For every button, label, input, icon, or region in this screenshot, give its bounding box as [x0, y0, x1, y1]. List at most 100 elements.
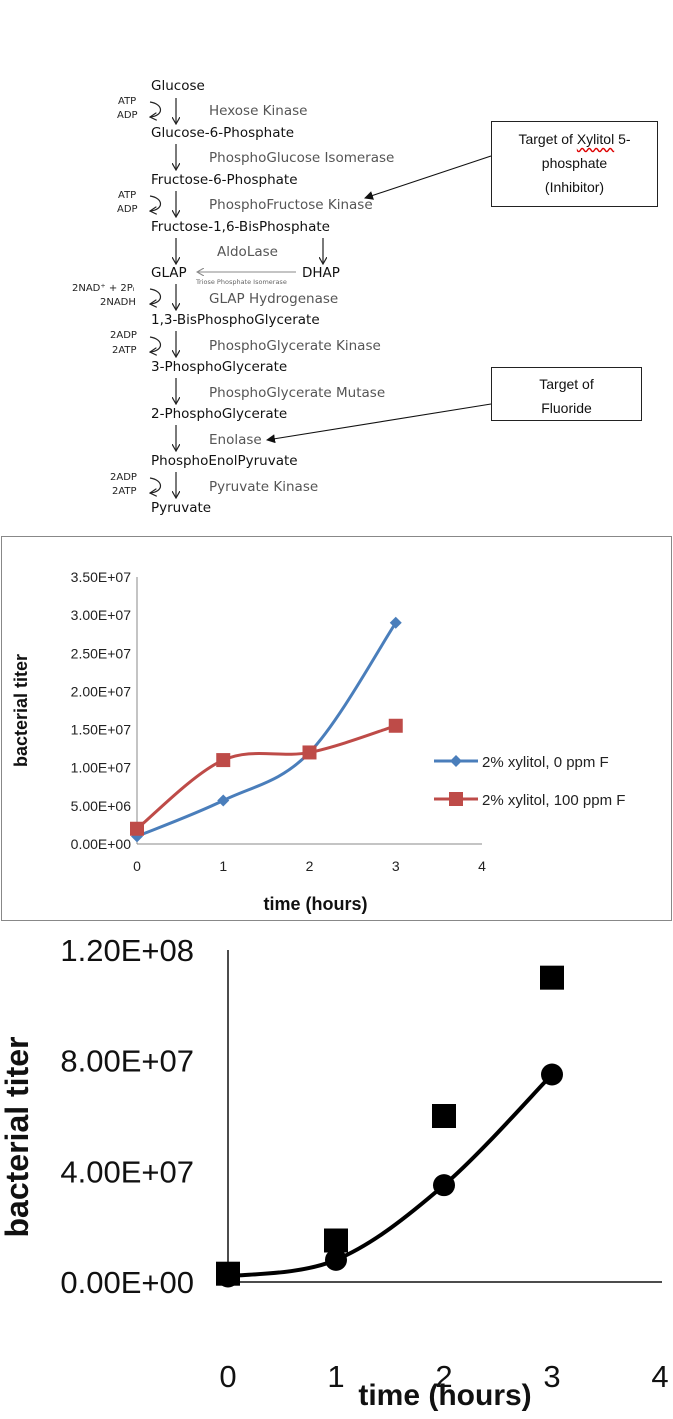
cofactor-arrow	[150, 101, 162, 117]
cofactor-arrow	[150, 336, 162, 352]
legend-label: 2% xylitol, 0 ppm F	[482, 754, 609, 771]
pathway-arrows	[0, 98, 492, 530]
xylitol-callout-line1: Target of Xylitol 5-	[492, 127, 657, 151]
cofactor-label: 2ADP	[110, 330, 137, 341]
cofactor-label: ATP	[118, 190, 137, 201]
xylitol-callout-line3: (Inhibitor)	[544, 179, 605, 195]
fluoride-target-callout: Target of Fluoride	[491, 367, 642, 421]
fluoride-callout-line1: Target of	[539, 376, 594, 392]
metabolite-fructose-6-phosphate: Fructose-6-Phosphate	[151, 172, 298, 188]
x-tick-label: 1	[219, 858, 227, 874]
metabolite-glucose: Glucose	[151, 78, 205, 94]
glycolysis-pathway-diagram: Glucose Glucose-6-Phosphate Fructose-6-P…	[0, 0, 673, 530]
cofactor-label: 2ATP	[112, 486, 137, 497]
data-point-diamond	[389, 616, 402, 629]
x-tick-label: 2	[306, 858, 314, 874]
y-tick-label: 1.20E+08	[60, 933, 194, 968]
metabolite-3-phosphoglycerate: 3-PhosphoGlycerate	[151, 359, 288, 375]
cofactor-label: ATP	[118, 96, 137, 107]
enzyme-enolase: Enolase	[209, 432, 262, 448]
enzyme-phosphoglycerate-kinase: PhosphoGlycerate Kinase	[209, 338, 381, 354]
enzyme-aldolase: AldoLase	[217, 244, 278, 260]
cofactor-arrow	[150, 195, 162, 211]
series-line	[136, 724, 397, 830]
x-tick-label: 3	[392, 858, 400, 874]
data-point-circle	[541, 1063, 563, 1086]
fit-curve	[227, 1073, 554, 1279]
y-tick-label: 1.50E+07	[71, 722, 132, 738]
y-tick-label: 2.00E+07	[71, 683, 132, 699]
enzyme-phosphoglucose-isomerase: PhosphoGlucose Isomerase	[209, 150, 395, 166]
fluoride-pointer	[266, 403, 492, 444]
y-axis-title: bacterial titer	[11, 654, 31, 767]
metabolite-phosphoenolpyruvate: PhosphoEnolPyruvate	[151, 453, 298, 469]
metabolite-dhap: DHAP	[302, 265, 340, 281]
y-tick-label: 8.00E+07	[60, 1044, 194, 1079]
data-point-square	[216, 753, 231, 768]
legend-label: 2% xylitol, 100 ppm F	[482, 792, 625, 809]
xylitol-pointer	[364, 155, 492, 200]
chart1-svg: 0.00E+00 5.00E+06 1.00E+07 1.50E+07 2.00E+07…	[11, 569, 625, 914]
cofactor-label: 2NAD⁺ + 2Pᵢ	[72, 283, 135, 294]
y-tick-label: 3.00E+07	[71, 607, 132, 623]
data-point-square	[324, 1228, 348, 1253]
cofactor-arrow	[150, 477, 162, 493]
data-point-circle	[325, 1248, 347, 1271]
x-axis-title: time (hours)	[358, 1379, 531, 1412]
cofactor-label: 2ATP	[112, 345, 137, 356]
x-tick-label: 3	[543, 1359, 560, 1394]
y-tick-label: 0.00E+00	[71, 836, 132, 852]
data-point-diamond	[217, 794, 230, 807]
cofactor-label: ADP	[117, 204, 138, 215]
metabolite-pyruvate: Pyruvate	[151, 500, 212, 516]
y-tick-label: 2.50E+07	[71, 645, 132, 661]
x-tick-label: 1	[327, 1359, 344, 1394]
chart-bacterial-titer-xylitol-fluoride: 0.00E+00 5.00E+06 1.00E+07 1.50E+07 2.00E+07…	[1, 536, 672, 921]
y-tick-label: 0.00E+00	[60, 1265, 194, 1300]
metabolite-glucose-6-phosphate: Glucose-6-Phosphate	[151, 125, 295, 141]
cofactor-label: 2NADH	[100, 297, 136, 308]
enzyme-glap-hydrogenase: GLAP Hydrogenase	[209, 291, 339, 307]
y-tick-label: 4.00E+07	[60, 1154, 194, 1189]
callout-text: Xylitol	[576, 131, 615, 147]
enzyme-phosphoglycerate-mutase: PhosphoGlycerate Mutase	[209, 385, 386, 401]
enzyme-hexose-kinase: Hexose Kinase	[209, 103, 308, 119]
x-tick-label: 4	[651, 1359, 668, 1394]
chart-bacterial-titer-scatter: 0.00E+00 4.00E+07 8.00E+07 1.20E+08 0 1 2 3 4 tim…	[0, 925, 673, 1414]
data-point-square	[302, 745, 317, 760]
data-point-square	[432, 1104, 456, 1128]
y-tick-label: 1.00E+07	[71, 760, 132, 776]
x-tick-label: 4	[478, 858, 486, 874]
y-axis-title: bacterial titer	[0, 1037, 35, 1238]
callout-text: 5-	[614, 131, 631, 147]
cofactor-label: ADP	[117, 110, 138, 121]
enzyme-pyruvate-kinase: Pyruvate Kinase	[209, 479, 319, 495]
cofactor-label: 2ADP	[110, 472, 137, 483]
x-tick-label: 0	[219, 1359, 236, 1394]
series-line	[136, 621, 397, 838]
legend-marker-square	[449, 792, 463, 806]
enzyme-phosphofructose-kinase: PhosphoFructose Kinase	[209, 197, 373, 213]
metabolite-glap: GLAP	[151, 265, 187, 281]
cofactor-arrow	[150, 288, 162, 304]
x-tick-label: 0	[133, 858, 141, 874]
metabolite-2-phosphoglycerate: 2-PhosphoGlycerate	[151, 406, 288, 422]
metabolite-fructose-bisphosphate: Fructose-1,6-BisPhosphate	[151, 219, 330, 235]
xylitol-target-callout: Target of Xylitol 5- phosphate (Inhibito…	[491, 121, 658, 207]
data-point-square	[130, 821, 144, 836]
y-tick-label: 5.00E+06	[71, 798, 132, 814]
fluoride-callout-line2: Fluoride	[541, 400, 592, 416]
y-tick-label: 3.50E+07	[71, 569, 132, 585]
data-point-square	[388, 718, 403, 733]
x-axis-title: time (hours)	[263, 894, 367, 914]
callout-text: Target of	[518, 131, 577, 147]
enzyme-triose-phosphate-isomerase: Triose Phosphate Isomerase	[196, 278, 287, 286]
metabolite-1-3-bisphosphoglycerate: 1,3-BisPhosphoGlycerate	[151, 312, 320, 328]
x-tick-label: 2	[435, 1359, 452, 1394]
xylitol-callout-line2: phosphate	[541, 155, 608, 171]
chart2-svg: 0.00E+00 4.00E+07 8.00E+07 1.20E+08 0 1 2 3 4 tim…	[0, 933, 669, 1412]
legend-marker-diamond	[450, 755, 462, 767]
data-point-square	[216, 1261, 240, 1286]
data-point-circle	[433, 1174, 455, 1197]
data-point-square	[540, 965, 564, 990]
